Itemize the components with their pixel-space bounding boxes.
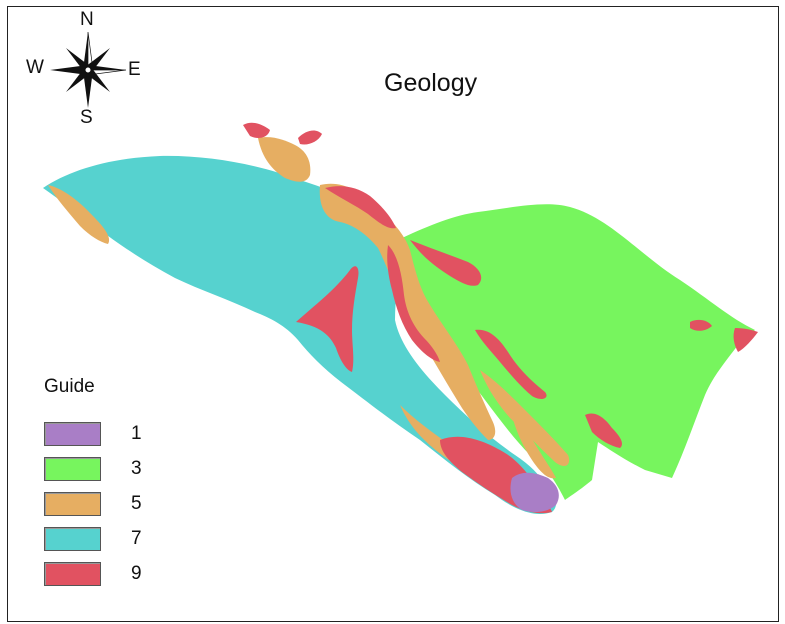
unit-1-region — [510, 472, 559, 513]
legend-swatch — [44, 526, 101, 551]
unit-9-region-east-small — [690, 319, 712, 331]
unit-3-region — [402, 204, 755, 500]
legend-item: 1 — [44, 416, 142, 451]
compass-rose: N S E W — [22, 10, 152, 128]
compass-south-label: S — [80, 107, 93, 128]
compass-west-label: W — [26, 57, 44, 78]
legend-item: 9 — [44, 556, 142, 591]
unit-9-region-north-green — [410, 240, 482, 286]
legend-label: 9 — [131, 562, 142, 584]
legend-swatch — [44, 491, 101, 516]
legend: Guide 1 3 5 7 9 — [44, 376, 142, 591]
map-title: Geology — [384, 69, 478, 97]
legend-swatch — [44, 561, 101, 586]
legend-item: 7 — [44, 521, 142, 556]
compass-star-icon — [50, 31, 127, 108]
unit-5-region-band-2 — [508, 400, 556, 479]
legend-swatch — [44, 421, 101, 446]
unit-9-region-center-vert — [387, 245, 440, 362]
legend-label: 1 — [131, 422, 142, 444]
unit-9-region-north-2 — [298, 130, 322, 145]
legend-label: 7 — [131, 527, 142, 549]
unit-5-region-band-1 — [480, 370, 570, 466]
unit-9-region-diag-2 — [585, 413, 623, 448]
unit-9-region-ne-border — [325, 186, 396, 229]
compass-north-label: N — [80, 9, 94, 30]
unit-5-region-north — [258, 137, 311, 182]
legend-swatch — [44, 456, 101, 481]
legend-label: 5 — [131, 492, 142, 514]
compass-east-label: E — [128, 59, 141, 80]
legend-item: 3 — [44, 451, 142, 486]
unit-9-region-north-1 — [243, 122, 270, 138]
unit-5-region-west — [48, 185, 110, 244]
unit-9-region-left-finger — [296, 266, 359, 372]
unit-9-region-diag-1 — [475, 329, 547, 399]
legend-label: 3 — [131, 457, 142, 479]
unit-7-region — [43, 155, 556, 515]
legend-item: 5 — [44, 486, 142, 521]
legend-title: Guide — [44, 376, 95, 397]
unit-9-region-east-tip — [733, 328, 758, 352]
